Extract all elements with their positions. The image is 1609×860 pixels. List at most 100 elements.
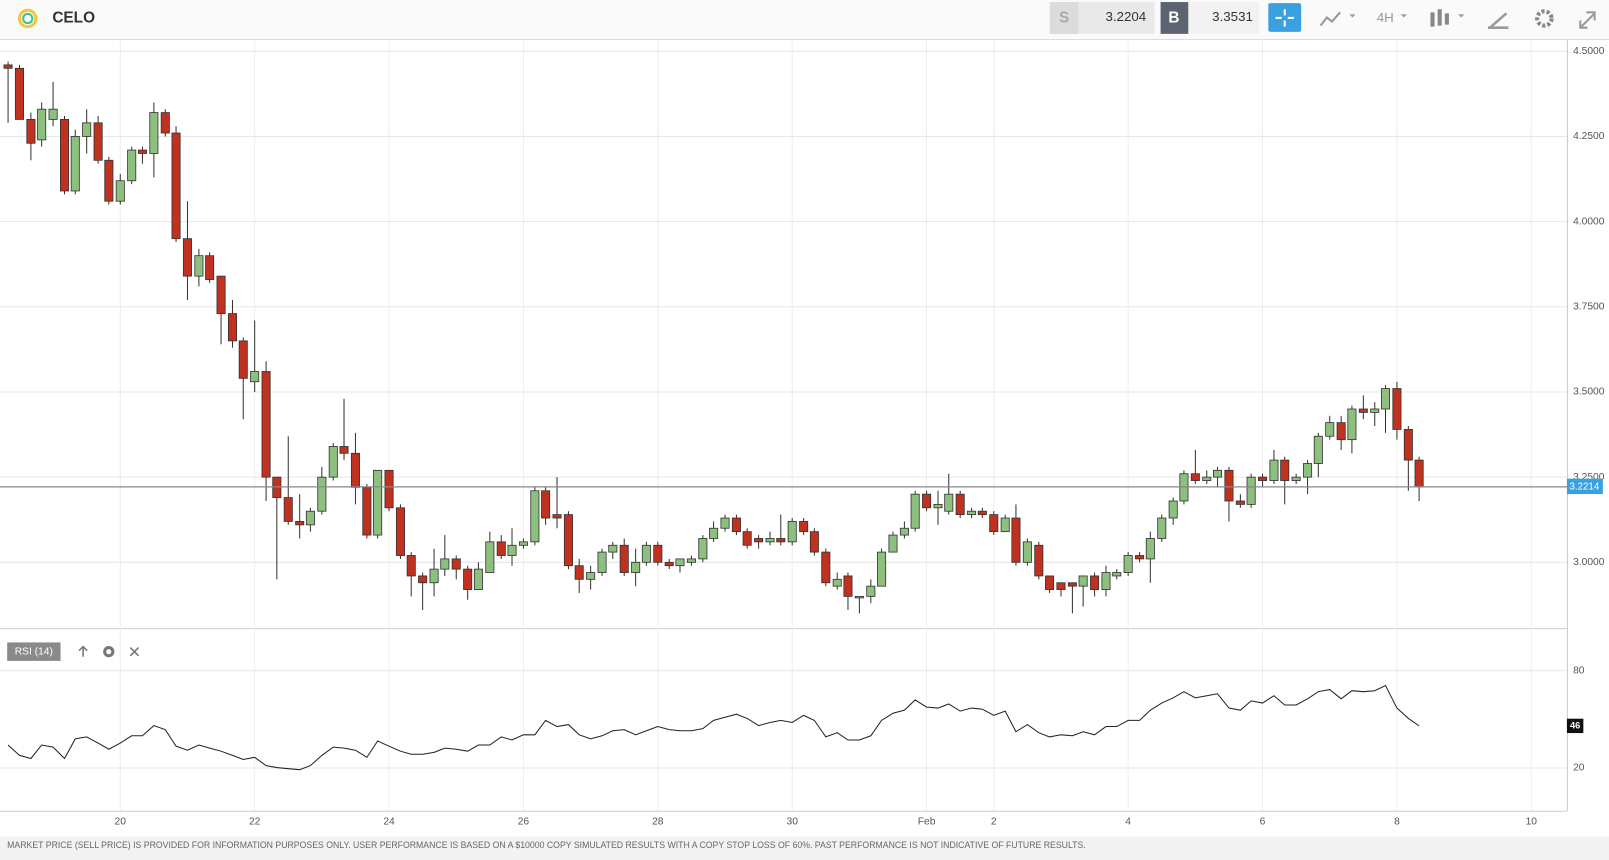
candle-body (1090, 575, 1100, 590)
candle-body (1235, 500, 1245, 505)
candle-body (339, 446, 349, 454)
candle-body (261, 371, 271, 478)
candle-body (1258, 476, 1268, 481)
candle-body (1045, 575, 1055, 590)
candle-body (1067, 582, 1077, 587)
candle-body (93, 122, 103, 161)
x-tick-label: 20 (115, 817, 127, 828)
candle-body (70, 136, 80, 192)
candle-body (1202, 476, 1212, 481)
candle-body (877, 551, 887, 587)
indicator-name: RSI (14) (15, 646, 53, 657)
candle-body (552, 514, 562, 519)
candle-body (1190, 473, 1200, 481)
candle-body (26, 118, 36, 144)
crosshair-button[interactable] (1268, 3, 1302, 32)
candle-body (283, 497, 293, 522)
candle-body (1011, 517, 1021, 563)
candle-body (227, 313, 238, 342)
candle-body (977, 510, 987, 516)
candle-body (754, 538, 764, 543)
candle-body (3, 64, 13, 69)
candle-body (1280, 459, 1290, 481)
candle-body (127, 149, 137, 182)
timeframe[interactable]: 4H (1377, 10, 1394, 25)
footer (0, 836, 1609, 860)
y-tick-label: 4.0000 (1573, 216, 1605, 227)
candle-body (1325, 422, 1335, 437)
candle-body (698, 538, 708, 560)
move-up-icon[interactable] (78, 645, 88, 657)
candle-body (1034, 544, 1044, 577)
candle-body (922, 493, 932, 509)
x-tick-label: 2 (991, 817, 997, 828)
candle-body (765, 538, 775, 543)
fullscreen-icon[interactable] (1579, 11, 1596, 29)
candle-body (1347, 408, 1357, 441)
price-tag-label: 3.2214 (1569, 481, 1599, 492)
candle-body (149, 112, 159, 154)
x-tick-label: 8 (1394, 817, 1400, 828)
candle-body (664, 561, 674, 567)
candle-body (1135, 555, 1145, 560)
candle-body (866, 585, 876, 597)
candle-body (350, 452, 360, 488)
dropdown (1400, 14, 1407, 18)
candle-body (1313, 435, 1323, 464)
indicator-icon[interactable] (1319, 11, 1341, 27)
candle-body (799, 521, 809, 533)
sell-label: S (1059, 10, 1069, 27)
candle-body (608, 544, 618, 553)
candle-body (496, 541, 506, 556)
candle-body (1213, 469, 1223, 478)
close-icon[interactable] (129, 647, 140, 657)
candle-type-icon[interactable] (1430, 9, 1449, 27)
candle-body (305, 510, 315, 526)
y-tick-label: 3.7500 (1573, 301, 1605, 312)
buy-tag (1160, 2, 1189, 34)
disclaimer: MARKET PRICE (SELL PRICE) IS PROVIDED FO… (7, 840, 1086, 850)
candle-body (82, 122, 92, 137)
candle-body (37, 108, 47, 141)
candle-body (216, 275, 226, 315)
draw-icon[interactable] (1487, 12, 1509, 29)
y-tick-label: 3.2500 (1573, 472, 1605, 483)
x-tick-label: Feb (918, 817, 936, 828)
indicator-settings-icon[interactable] (103, 646, 115, 658)
candle-body (910, 493, 920, 529)
candle-body (171, 132, 181, 240)
candle-body (384, 469, 394, 509)
dropdown (1458, 14, 1465, 18)
candle-body (295, 521, 305, 526)
sell-price: 3.2204 (1105, 9, 1146, 24)
candle-body (944, 493, 954, 512)
y-tick-label: 4.5000 (1573, 46, 1605, 57)
candle-body (507, 544, 517, 556)
logo (17, 8, 38, 29)
x-tick-label: 22 (249, 817, 261, 828)
candle-body (1145, 538, 1155, 560)
candle-body (418, 575, 428, 584)
candle-body (854, 595, 864, 599)
candle-body (1246, 476, 1256, 505)
candle-body (194, 255, 204, 277)
price-tag (1566, 478, 1603, 495)
x-tick-label: 6 (1260, 817, 1266, 828)
rsi-tag-label: 46 (1570, 720, 1580, 730)
candle-body (1224, 469, 1234, 502)
candle-body (1358, 408, 1368, 413)
symbol: CELO (52, 10, 95, 27)
y-tick-label: 3.5000 (1573, 387, 1605, 398)
candle-body (989, 514, 999, 533)
candle-body (653, 544, 663, 563)
settings-icon[interactable] (1535, 9, 1554, 28)
rsi-tag (1566, 718, 1584, 734)
candle-body (933, 503, 943, 509)
indicator-tag[interactable] (7, 642, 61, 661)
candle-body (518, 541, 528, 546)
candle-body (1392, 388, 1402, 430)
candle-body (821, 551, 831, 584)
candle-body (182, 238, 192, 277)
candle-body (731, 517, 741, 533)
candle-body (1101, 572, 1111, 590)
